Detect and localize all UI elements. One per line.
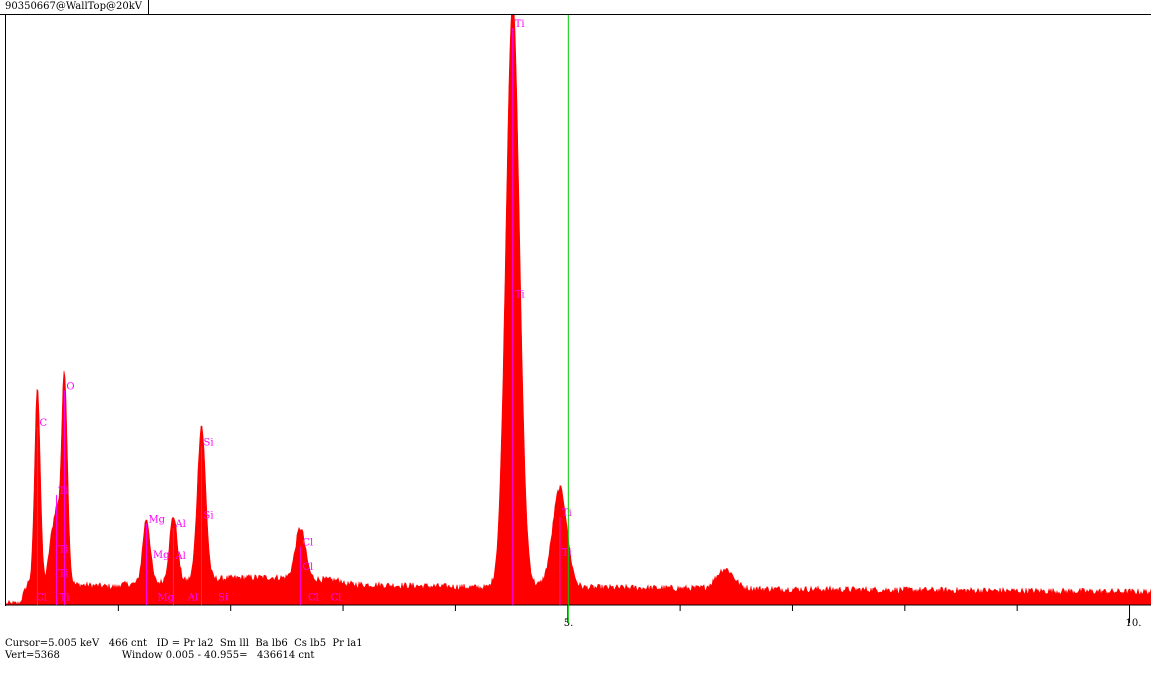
vert-readout: Vert=5368 <box>5 650 60 661</box>
element-label-ti: Ti <box>562 508 572 519</box>
element-label-ti: Ti <box>60 593 70 604</box>
element-label-mg: Mg <box>153 550 170 561</box>
element-label-si: Si <box>218 593 228 604</box>
x-tick-label: 10. <box>1126 618 1142 629</box>
element-label-si: Si <box>203 510 213 521</box>
element-label-ti: Ti <box>515 19 525 30</box>
element-label-cl: Cl <box>302 538 313 549</box>
element-label-ti: Ti <box>562 548 572 559</box>
element-label-ti: Ti <box>515 289 525 300</box>
element-label-al: Al <box>174 519 185 530</box>
element-label-al: Al <box>174 551 185 562</box>
spectrum-plot-frame[interactable]: 5. 10. C Ti O Ti Ti Mg Mg Al Al Si Si Cl Cl Ti Ti Ti Ti Cl T… <box>5 14 1151 629</box>
element-label-cl: Cl <box>308 593 319 604</box>
element-label-mg: Mg <box>157 593 174 604</box>
spectrum-chart[interactable]: 5. 10. C Ti O Ti Ti Mg Mg Al Al Si Si Cl Cl Ti Ti Ti Ti Cl T… <box>6 15 1151 635</box>
element-label-c: C <box>39 418 47 429</box>
window-readout: Window 0.005 - 40.955= 436614 cnt <box>121 650 315 661</box>
element-label-ti: Ti <box>59 569 69 580</box>
cursor-readout: Cursor=5.005 keV 466 cnt ID = Pr la2 Sm … <box>5 638 363 649</box>
element-label-cl: Cl <box>302 562 313 573</box>
element-label-cl: Cl <box>36 593 47 604</box>
element-label-cl: Cl <box>330 593 341 604</box>
element-label-mg: Mg <box>148 515 165 526</box>
element-label-ti: Ti <box>59 486 69 497</box>
spectrum-title: 90350667@WallTop@20kV <box>0 0 149 15</box>
element-label-si: Si <box>203 438 213 449</box>
element-label-ti: Ti <box>59 544 69 555</box>
spectrum-area <box>6 15 1151 606</box>
vert-window-readout: Vert=5368 Window 0.005 - 40.955= 436614 c… <box>5 650 314 662</box>
x-tick-label: 5. <box>564 618 574 629</box>
element-label-al: Al <box>187 593 198 604</box>
element-label-o: O <box>66 382 74 393</box>
